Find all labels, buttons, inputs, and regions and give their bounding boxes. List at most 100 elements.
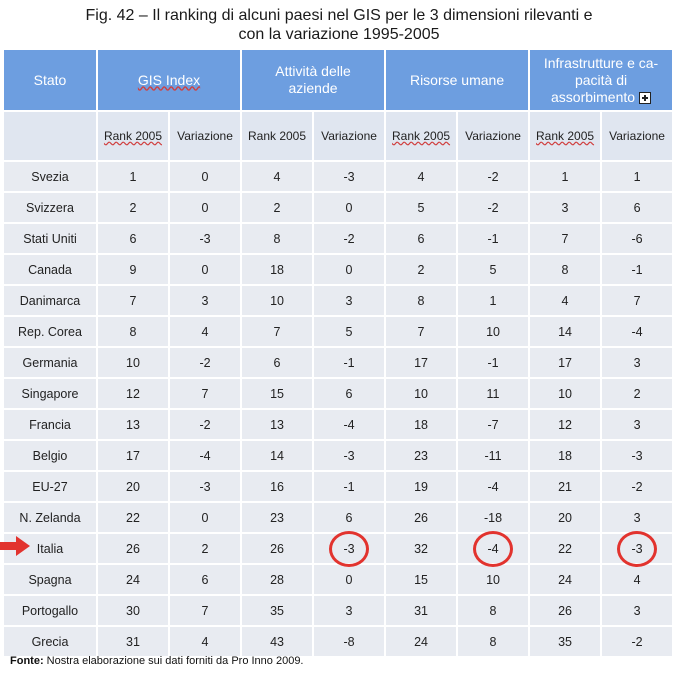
cell-rank: 22 bbox=[98, 503, 170, 534]
cell-rank: 23 bbox=[242, 503, 315, 534]
cell-rank: 6 bbox=[386, 224, 459, 255]
cell-variazione: 7 bbox=[602, 286, 675, 317]
cell-variazione: 5 bbox=[458, 255, 531, 286]
cell-variazione: 7 bbox=[170, 379, 243, 410]
footer-text: Nostra elaborazione sui dati forniti da … bbox=[43, 655, 304, 667]
cell-rank: 26 bbox=[98, 534, 170, 565]
cell-stato: Svizzera bbox=[4, 193, 98, 224]
table-row: Germania 10 -2 6 -1 17 -1 17 3 bbox=[4, 348, 675, 379]
cell-variazione: 8 bbox=[458, 596, 531, 627]
cell-rank: 17 bbox=[98, 441, 170, 472]
cell-stato: Spagna bbox=[4, 565, 98, 596]
cell-rank: 18 bbox=[242, 255, 315, 286]
table-row: Italia 26 2 26 -3 32 -4 22 -3 bbox=[4, 530, 675, 567]
cell-stato: Danimarca bbox=[4, 286, 98, 317]
cell-rank: 6 bbox=[242, 348, 315, 379]
cell-variazione: -4 bbox=[458, 530, 531, 567]
cell-rank: 32 bbox=[386, 534, 459, 565]
cell-rank: 43 bbox=[242, 627, 315, 658]
cell-rank: 24 bbox=[386, 627, 459, 658]
cell-rank: 2 bbox=[242, 193, 315, 224]
cell-rank: 22 bbox=[530, 534, 603, 565]
cell-variazione: -2 bbox=[602, 627, 675, 658]
cell-rank: 26 bbox=[242, 534, 315, 565]
cell-variazione: 8 bbox=[458, 627, 531, 658]
cell-rank: 8 bbox=[242, 224, 315, 255]
cell-stato: Canada bbox=[4, 255, 98, 286]
footer-label: Fonte: bbox=[10, 655, 44, 667]
cell-variazione: 6 bbox=[314, 503, 387, 534]
cell-rank: 35 bbox=[530, 627, 603, 658]
header-attivita-line1: Attività delle bbox=[275, 63, 351, 79]
cell-stato: Belgio bbox=[4, 441, 98, 472]
footer-source: Fonte: Nostra elaborazione sui dati forn… bbox=[10, 655, 304, 667]
header-infrastrutture: Infrastrutture e ca- pacità di assorbime… bbox=[530, 50, 675, 112]
cell-rank: 24 bbox=[98, 565, 170, 596]
ranking-table: Stato GIS Index Attività delle aziende R… bbox=[4, 50, 675, 658]
cell-variazione: -3 bbox=[602, 530, 675, 567]
header-gis-label: GIS Index bbox=[137, 71, 201, 88]
table-row: Spagna 24 6 28 0 15 10 24 4 bbox=[4, 565, 675, 596]
cell-rank: 2 bbox=[386, 255, 459, 286]
cell-variazione: -11 bbox=[458, 441, 531, 472]
table-row: Stati Uniti 6 -3 8 -2 6 -1 7 -6 bbox=[4, 224, 675, 255]
cell-rank: 4 bbox=[242, 162, 315, 193]
subheader-row: Rank 2005 Variazione Rank 2005 Variazion… bbox=[4, 112, 675, 162]
cell-rank: 4 bbox=[530, 286, 603, 317]
cell-rank: 16 bbox=[242, 472, 315, 503]
cell-variazione: 0 bbox=[170, 255, 243, 286]
cell-stato: Rep. Corea bbox=[4, 317, 98, 348]
cell-rank: 31 bbox=[386, 596, 459, 627]
table-body: Svezia 1 0 4 -3 4 -2 1 1 Svizzera 2 0 2 0 5 -2 3 6 Stati U… bbox=[4, 162, 675, 658]
cell-rank: 15 bbox=[242, 379, 315, 410]
cell-variazione: 3 bbox=[602, 596, 675, 627]
cell-variazione: -3 bbox=[314, 530, 387, 567]
cell-variazione: -1 bbox=[314, 348, 387, 379]
cell-variazione: 3 bbox=[314, 286, 387, 317]
cell-variazione: -3 bbox=[314, 441, 387, 472]
cell-stato: Portogallo bbox=[4, 596, 98, 627]
arrow-right-icon bbox=[0, 536, 30, 556]
subheader-rank: Rank 2005 bbox=[530, 112, 603, 162]
cell-variazione: 3 bbox=[170, 286, 243, 317]
table-row: Svezia 1 0 4 -3 4 -2 1 1 bbox=[4, 162, 675, 193]
table-row: Francia 13 -2 13 -4 18 -7 12 3 bbox=[4, 410, 675, 441]
table-row: Belgio 17 -4 14 -3 23 -11 18 -3 bbox=[4, 441, 675, 472]
highlighted-value-text: -4 bbox=[487, 541, 499, 556]
highlighted-value-text: -3 bbox=[343, 541, 355, 556]
cell-stato: N. Zelanda bbox=[4, 503, 98, 534]
cell-variazione: -4 bbox=[602, 317, 675, 348]
cell-stato: Francia bbox=[4, 410, 98, 441]
cell-rank: 17 bbox=[386, 348, 459, 379]
table-row: Canada 9 0 18 0 2 5 8 -1 bbox=[4, 255, 675, 286]
subheader-variazione: Variazione bbox=[314, 112, 387, 162]
header-infra-line1: Infrastrutture e ca- bbox=[543, 54, 659, 71]
cell-stato: EU-27 bbox=[4, 472, 98, 503]
table-row: N. Zelanda 22 0 23 6 26 -18 20 3 bbox=[4, 503, 675, 534]
cell-stato: Singapore bbox=[4, 379, 98, 410]
subheader-rank-word: Rank 2005 bbox=[536, 129, 595, 143]
cell-stato: Grecia bbox=[4, 627, 98, 658]
cell-rank: 21 bbox=[530, 472, 603, 503]
cell-variazione: 10 bbox=[458, 317, 531, 348]
cell-variazione: 6 bbox=[170, 565, 243, 596]
cell-variazione: 3 bbox=[602, 503, 675, 534]
cell-rank: 4 bbox=[386, 162, 459, 193]
cell-rank: 19 bbox=[386, 472, 459, 503]
cell-variazione: 0 bbox=[314, 565, 387, 596]
cell-rank: 14 bbox=[242, 441, 315, 472]
cell-variazione: 4 bbox=[170, 627, 243, 658]
expand-icon[interactable] bbox=[639, 91, 652, 104]
cell-rank: 6 bbox=[98, 224, 170, 255]
cell-rank: 3 bbox=[530, 193, 603, 224]
subheader-rank: Rank 2005 bbox=[98, 112, 170, 162]
cell-variazione: 5 bbox=[314, 317, 387, 348]
cell-rank: 10 bbox=[386, 379, 459, 410]
cell-variazione: -1 bbox=[458, 348, 531, 379]
cell-variazione: -2 bbox=[314, 224, 387, 255]
cell-stato: Stati Uniti bbox=[4, 224, 98, 255]
cell-rank: 20 bbox=[98, 472, 170, 503]
cell-rank: 1 bbox=[530, 162, 603, 193]
cell-variazione: 3 bbox=[602, 348, 675, 379]
cell-rank: 26 bbox=[530, 596, 603, 627]
